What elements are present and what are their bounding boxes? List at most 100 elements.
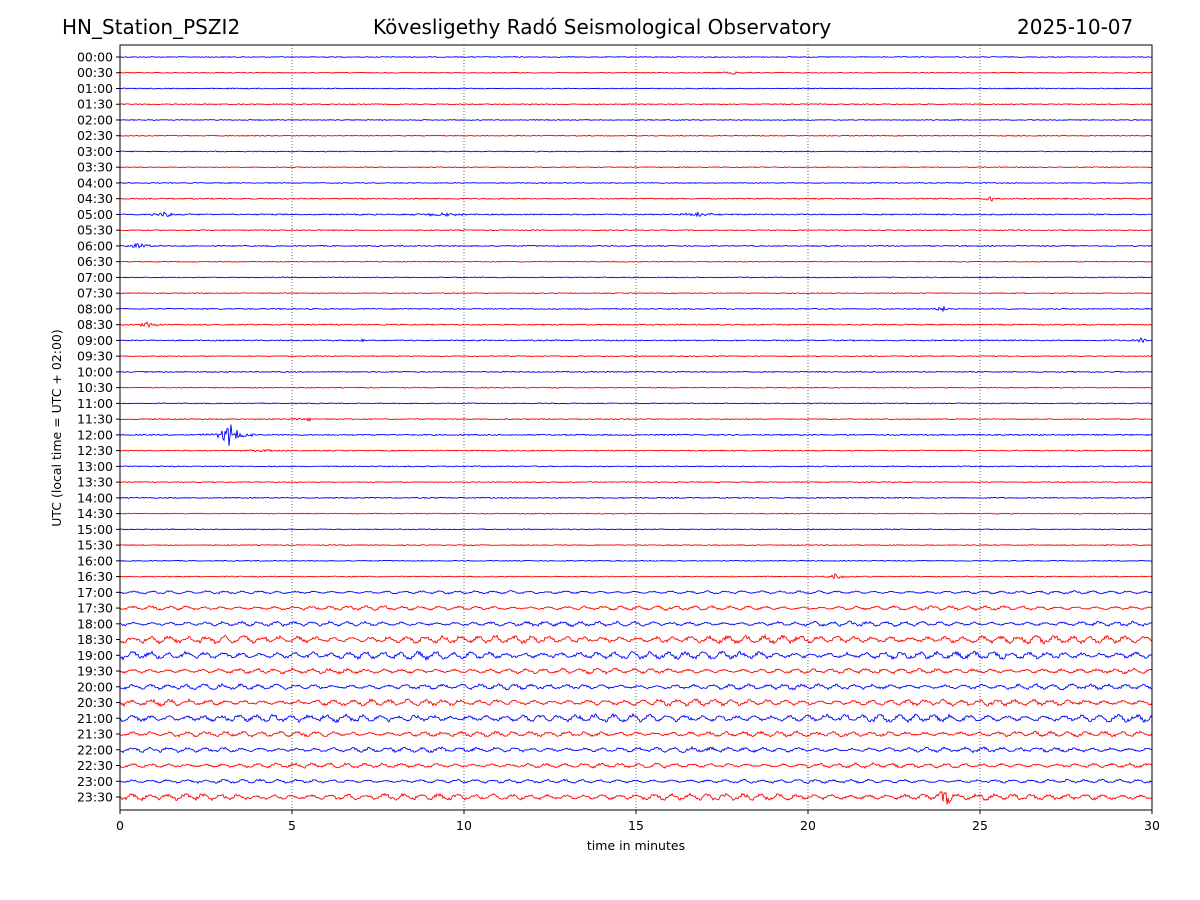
y-tick-label: 02:00: [77, 112, 113, 127]
y-tick-label: 23:00: [77, 774, 113, 789]
y-tick-label: 10:00: [77, 364, 113, 379]
y-tick-label: 19:30: [77, 664, 113, 679]
x-tick-label: 30: [1144, 818, 1160, 833]
trace-0900: [119, 337, 1153, 344]
y-tick-label: 06:30: [77, 254, 113, 269]
x-tick-label: 5: [288, 818, 296, 833]
trace-1000: [119, 370, 1152, 374]
y-tick-label: 00:00: [77, 50, 113, 65]
trace-0730: [119, 292, 1153, 295]
y-tick-label: 13:00: [77, 459, 113, 474]
trace-1230: [119, 449, 1153, 453]
trace-0230: [119, 134, 1153, 137]
y-axis-label: UTC (local time = UTC + 02:00): [49, 329, 64, 527]
trace-0600: [119, 242, 1153, 249]
trace-0800: [119, 304, 1153, 313]
y-tick-label: 03:00: [77, 144, 113, 159]
y-tick-label: 08:30: [77, 317, 113, 332]
y-tick-label: 21:00: [77, 711, 113, 726]
trace-0200: [119, 119, 1153, 121]
trace-2100: [119, 712, 1153, 724]
y-tick-label: 14:30: [77, 506, 113, 521]
y-tick-label: 17:00: [77, 585, 113, 600]
trace-1830: [119, 634, 1153, 645]
trace-0930: [119, 355, 1153, 358]
trace-1530: [119, 544, 1153, 547]
trace-2230: [119, 762, 1153, 769]
y-tick-label: 21:30: [77, 727, 113, 742]
trace-1700: [119, 590, 1153, 595]
trace-1200: [119, 424, 1153, 446]
trace-0130: [119, 103, 1153, 106]
trace-0500: [119, 211, 1153, 218]
y-tick-label: 20:30: [77, 695, 113, 710]
trace-2000: [119, 682, 1153, 691]
trace-2300: [119, 778, 1153, 785]
trace-0400: [119, 181, 1153, 184]
y-tick-label: 01:00: [77, 81, 113, 96]
x-tick-label: 25: [972, 818, 988, 833]
trace-1300: [119, 465, 1153, 468]
y-tick-label: 03:30: [77, 160, 113, 175]
trace-2030: [119, 698, 1153, 708]
trace-2330: [119, 790, 1153, 805]
y-tick-label: 19:00: [77, 648, 113, 663]
y-tick-label: 23:30: [77, 790, 113, 805]
x-axis-label: time in minutes: [587, 838, 685, 853]
y-tick-label: 15:00: [77, 522, 113, 537]
trace-0000: [119, 56, 1153, 58]
trace-1630: [119, 572, 1153, 580]
y-tick-label: 10:30: [77, 380, 113, 395]
trace-0030: [119, 71, 1153, 75]
trace-0330: [120, 166, 1153, 169]
trace-2130: [119, 730, 1153, 738]
y-tick-label: 18:00: [77, 616, 113, 631]
y-tick-label: 16:00: [77, 553, 113, 568]
trace-0630: [119, 260, 1153, 263]
trace-1430: [119, 512, 1153, 515]
y-tick-label: 07:00: [77, 270, 113, 285]
y-tick-label: 22:00: [77, 742, 113, 757]
trace-1130: [119, 416, 1153, 423]
y-tick-label: 12:30: [77, 443, 113, 458]
y-tick-label: 17:30: [77, 601, 113, 616]
y-tick-label: 05:30: [77, 223, 113, 238]
y-tick-label: 04:00: [77, 175, 113, 190]
trace-1500: [119, 528, 1153, 531]
y-tick-label: 11:30: [77, 412, 113, 427]
y-tick-label: 22:30: [77, 758, 113, 773]
y-tick-label: 18:30: [77, 632, 113, 647]
trace-1730: [119, 604, 1153, 612]
date-label: 2025-10-07: [1017, 15, 1134, 39]
trace-1030: [119, 386, 1153, 389]
trace-0530: [119, 229, 1153, 232]
y-tick-label: 20:00: [77, 679, 113, 694]
trace-0100: [119, 87, 1152, 90]
y-tick-label: 14:00: [77, 490, 113, 505]
y-tick-label: 09:00: [77, 333, 113, 348]
x-tick-label: 20: [800, 818, 816, 833]
trace-0300: [119, 150, 1153, 153]
y-tick-label: 12:00: [77, 427, 113, 442]
y-tick-label: 16:30: [77, 569, 113, 584]
y-tick-label: 02:30: [77, 128, 113, 143]
y-tick-label: 06:00: [77, 238, 113, 253]
y-tick-label: 00:30: [77, 65, 113, 80]
y-tick-label: 01:30: [77, 97, 113, 112]
y-tick-label: 08:00: [77, 301, 113, 316]
y-tick-label: 15:30: [77, 538, 113, 553]
chart-title: Kövesligethy Radó Seismological Observat…: [373, 15, 832, 39]
trace-1800: [120, 620, 1153, 628]
y-tick-label: 11:00: [77, 396, 113, 411]
y-tick-label: 13:30: [77, 475, 113, 490]
y-tick-label: 07:30: [77, 286, 113, 301]
y-tick-label: 05:00: [77, 207, 113, 222]
trace-1400: [119, 496, 1153, 499]
x-tick-label: 10: [456, 818, 472, 833]
trace-1100: [119, 402, 1153, 405]
trace-1900: [119, 650, 1153, 661]
trace-1600: [119, 559, 1153, 562]
trace-1930: [119, 667, 1153, 675]
trace-0430: [119, 196, 1153, 202]
trace-0830: [119, 321, 1153, 328]
